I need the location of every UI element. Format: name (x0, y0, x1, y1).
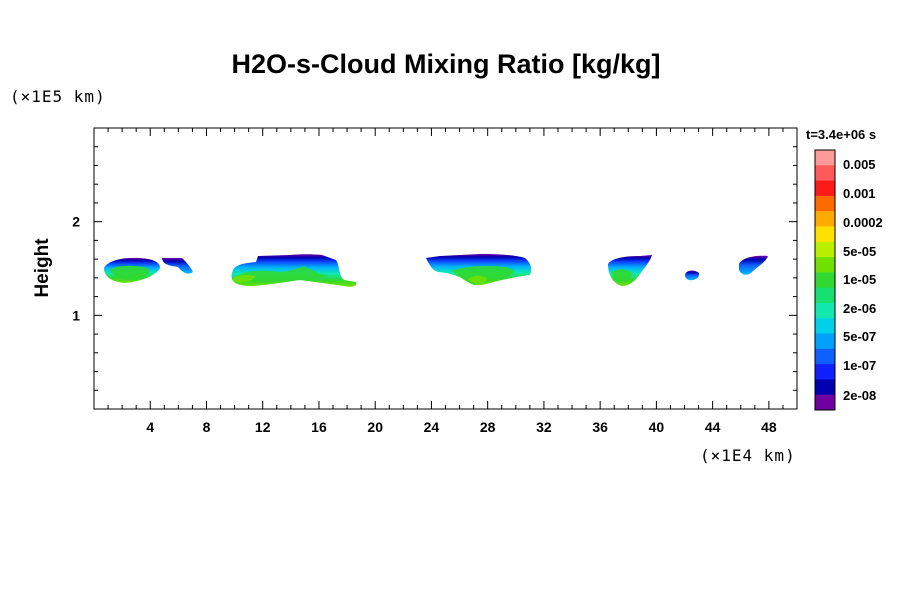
x-tick-label: 44 (705, 419, 721, 435)
colorbar-label: 5e-05 (843, 244, 876, 259)
colorbar-swatch (815, 318, 835, 335)
colorbar-swatch (815, 241, 835, 258)
colorbar-frame (814, 149, 836, 411)
colorbar-label: 0.005 (843, 157, 876, 172)
cloud-region (104, 257, 160, 283)
x-tick-label: 36 (592, 419, 608, 435)
colorbar-swatch (815, 226, 835, 243)
y-tick-label: 1 (72, 307, 80, 323)
cloud-region (426, 254, 532, 286)
colorbar-label: 1e-07 (843, 358, 876, 373)
x-tick-label: 32 (536, 419, 552, 435)
cloud-region (162, 258, 193, 274)
y-unit-label: (×1E5 km) (10, 87, 106, 106)
x-tick-label: 20 (367, 419, 383, 435)
colorbar-swatch (815, 287, 835, 304)
x-axis-ticks: 4 8 12 16 20 24 28 32 36 40 44 48 (107, 128, 784, 435)
y-axis-label: Height (32, 238, 53, 298)
cloud-region (608, 255, 652, 286)
x-unit-label: (×1E4 km) (700, 446, 796, 465)
colorbar-swatch (815, 257, 835, 273)
colorbar-swatch (815, 150, 835, 166)
cloud-region (231, 254, 357, 287)
colorbar-label: 0.001 (843, 186, 876, 201)
colorbar-swatch (815, 394, 835, 411)
time-label: t=3.4e+06 s (806, 127, 876, 142)
colorbar-label: 5e-07 (843, 329, 876, 344)
colorbar-label: 0.0002 (843, 215, 883, 230)
colorbar-swatch (815, 165, 835, 182)
x-tick-label: 16 (311, 419, 327, 435)
colorbar-swatch (815, 333, 835, 350)
colorbar-swatch (815, 211, 835, 227)
colorbar: 0.005 0.001 0.0002 5e-05 1e-05 2e-06 5e-07 1e-0… (814, 149, 883, 411)
y-axis-ticks: 12 (72, 146, 797, 391)
colorbar-label: 2e-08 (843, 388, 876, 403)
x-tick-label: 4 (146, 419, 154, 435)
x-tick-label: 12 (255, 419, 271, 435)
x-tick-label: 48 (761, 419, 777, 435)
colorbar-swatch (815, 272, 835, 289)
colorbar-label: 1e-05 (843, 272, 876, 287)
colorbar-swatch (815, 302, 835, 319)
colorbar-swatch (815, 348, 835, 365)
x-tick-label: 8 (203, 419, 211, 435)
colorbar-swatch (815, 180, 835, 197)
colorbar-swatch (815, 195, 835, 212)
y-tick-label: 2 (72, 214, 80, 230)
x-tick-label: 24 (424, 419, 440, 435)
x-tick-label: 28 (480, 419, 496, 435)
x-tick-label: 40 (649, 419, 665, 435)
colorbar-swatch (815, 379, 835, 396)
cloud-region (739, 255, 768, 275)
cloud-region (685, 270, 700, 281)
colorbar-swatch (815, 364, 835, 380)
cloud-field (104, 254, 768, 287)
chart-title: H2O-s-Cloud Mixing Ratio [kg/kg] (232, 49, 661, 79)
colorbar-label: 2e-06 (843, 301, 876, 316)
